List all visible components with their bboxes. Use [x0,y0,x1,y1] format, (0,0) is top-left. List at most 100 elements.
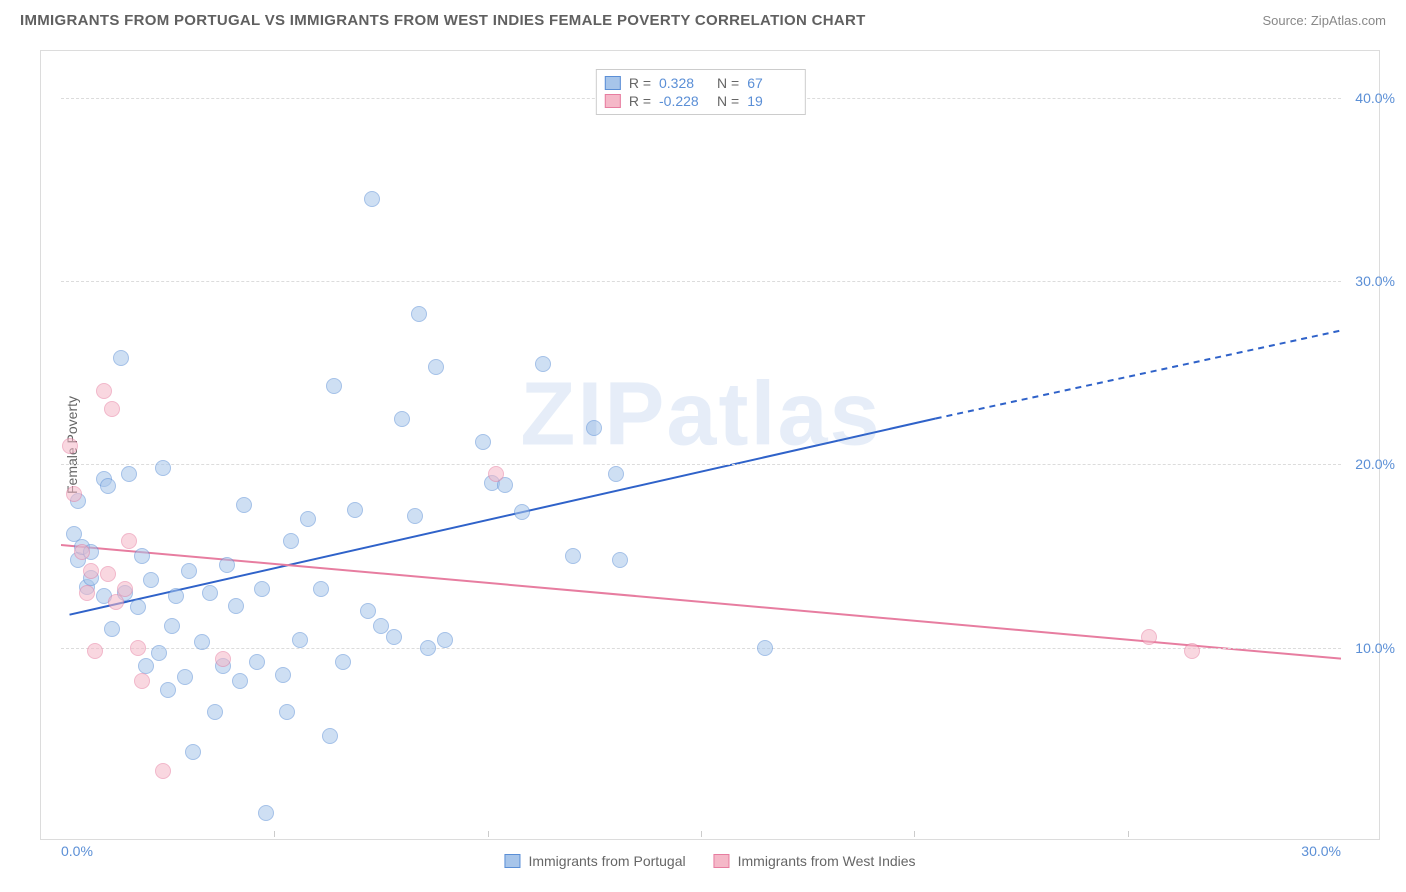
scatter-point [258,805,274,821]
scatter-point [437,632,453,648]
watermark: ZIPatlas [520,364,881,467]
scatter-point [254,581,270,597]
scatter-point [275,667,291,683]
title-bar: IMMIGRANTS FROM PORTUGAL VS IMMIGRANTS F… [0,0,1406,37]
chart-title: IMMIGRANTS FROM PORTUGAL VS IMMIGRANTS F… [20,12,866,29]
scatter-point [117,581,133,597]
x-tick-mark [1128,831,1129,837]
scatter-point [1184,643,1200,659]
scatter-point [130,640,146,656]
scatter-point [488,466,504,482]
r-value: 0.328 [659,75,709,91]
scatter-point [79,585,95,601]
scatter-point [1141,629,1157,645]
scatter-point [66,486,82,502]
scatter-point [386,629,402,645]
scatter-point [475,434,491,450]
scatter-point [364,191,380,207]
r-value: -0.228 [659,93,709,109]
legend-label: Immigrants from West Indies [738,853,916,869]
chart-container: Female Poverty ZIPatlas R =0.328N =67R =… [40,50,1380,840]
legend-label: Immigrants from Portugal [528,853,685,869]
x-tick-mark [914,831,915,837]
scatter-point [313,581,329,597]
y-tick-label: 30.0% [1355,273,1395,289]
scatter-point [151,645,167,661]
scatter-point [360,603,376,619]
scatter-point [407,508,423,524]
gridline [61,281,1341,282]
scatter-point [74,544,90,560]
scatter-point [121,533,137,549]
legend-stats-row: R =-0.228N =19 [605,92,797,110]
scatter-point [202,585,218,601]
y-tick-label: 10.0% [1355,640,1395,656]
r-label: R = [629,75,651,91]
scatter-point [535,356,551,372]
scatter-point [300,511,316,527]
scatter-point [104,621,120,637]
scatter-point [219,557,235,573]
scatter-point [283,533,299,549]
scatter-point [143,572,159,588]
scatter-point [228,598,244,614]
n-label: N = [717,93,739,109]
legend-item: Immigrants from Portugal [504,853,685,869]
scatter-point [428,359,444,375]
scatter-point [757,640,773,656]
scatter-point [138,658,154,674]
scatter-point [121,466,137,482]
scatter-point [394,411,410,427]
scatter-point [612,552,628,568]
scatter-point [164,618,180,634]
source-label: Source: ZipAtlas.com [1262,13,1386,28]
x-tick-mark [488,831,489,837]
scatter-point [335,654,351,670]
scatter-point [232,673,248,689]
scatter-point [185,744,201,760]
scatter-point [181,563,197,579]
gridline [61,464,1341,465]
scatter-point [292,632,308,648]
legend-swatch [605,76,621,90]
scatter-point [160,682,176,698]
x-tick-label: 30.0% [1301,843,1341,859]
scatter-point [100,566,116,582]
scatter-point [134,548,150,564]
legend-swatch [714,854,730,868]
legend-item: Immigrants from West Indies [714,853,916,869]
trend-lines [61,61,1341,831]
scatter-point [168,588,184,604]
scatter-point [565,548,581,564]
scatter-point [104,401,120,417]
legend-stats-row: R =0.328N =67 [605,74,797,92]
gridline [61,648,1341,649]
scatter-point [96,383,112,399]
scatter-point [113,350,129,366]
x-tick-mark [701,831,702,837]
scatter-point [83,563,99,579]
scatter-point [249,654,265,670]
scatter-point [207,704,223,720]
scatter-point [215,651,231,667]
scatter-point [586,420,602,436]
y-tick-label: 20.0% [1355,456,1395,472]
scatter-point [194,634,210,650]
scatter-point [347,502,363,518]
legend-stats: R =0.328N =67R =-0.228N =19 [596,69,806,115]
scatter-point [130,599,146,615]
scatter-point [155,763,171,779]
scatter-point [420,640,436,656]
scatter-point [100,478,116,494]
scatter-point [87,643,103,659]
y-tick-label: 40.0% [1355,90,1395,106]
scatter-point [177,669,193,685]
scatter-point [411,306,427,322]
scatter-point [608,466,624,482]
legend-series: Immigrants from Portugal Immigrants from … [504,853,915,869]
scatter-point [279,704,295,720]
n-value: 67 [747,75,797,91]
scatter-point [134,673,150,689]
scatter-point [514,504,530,520]
scatter-point [322,728,338,744]
